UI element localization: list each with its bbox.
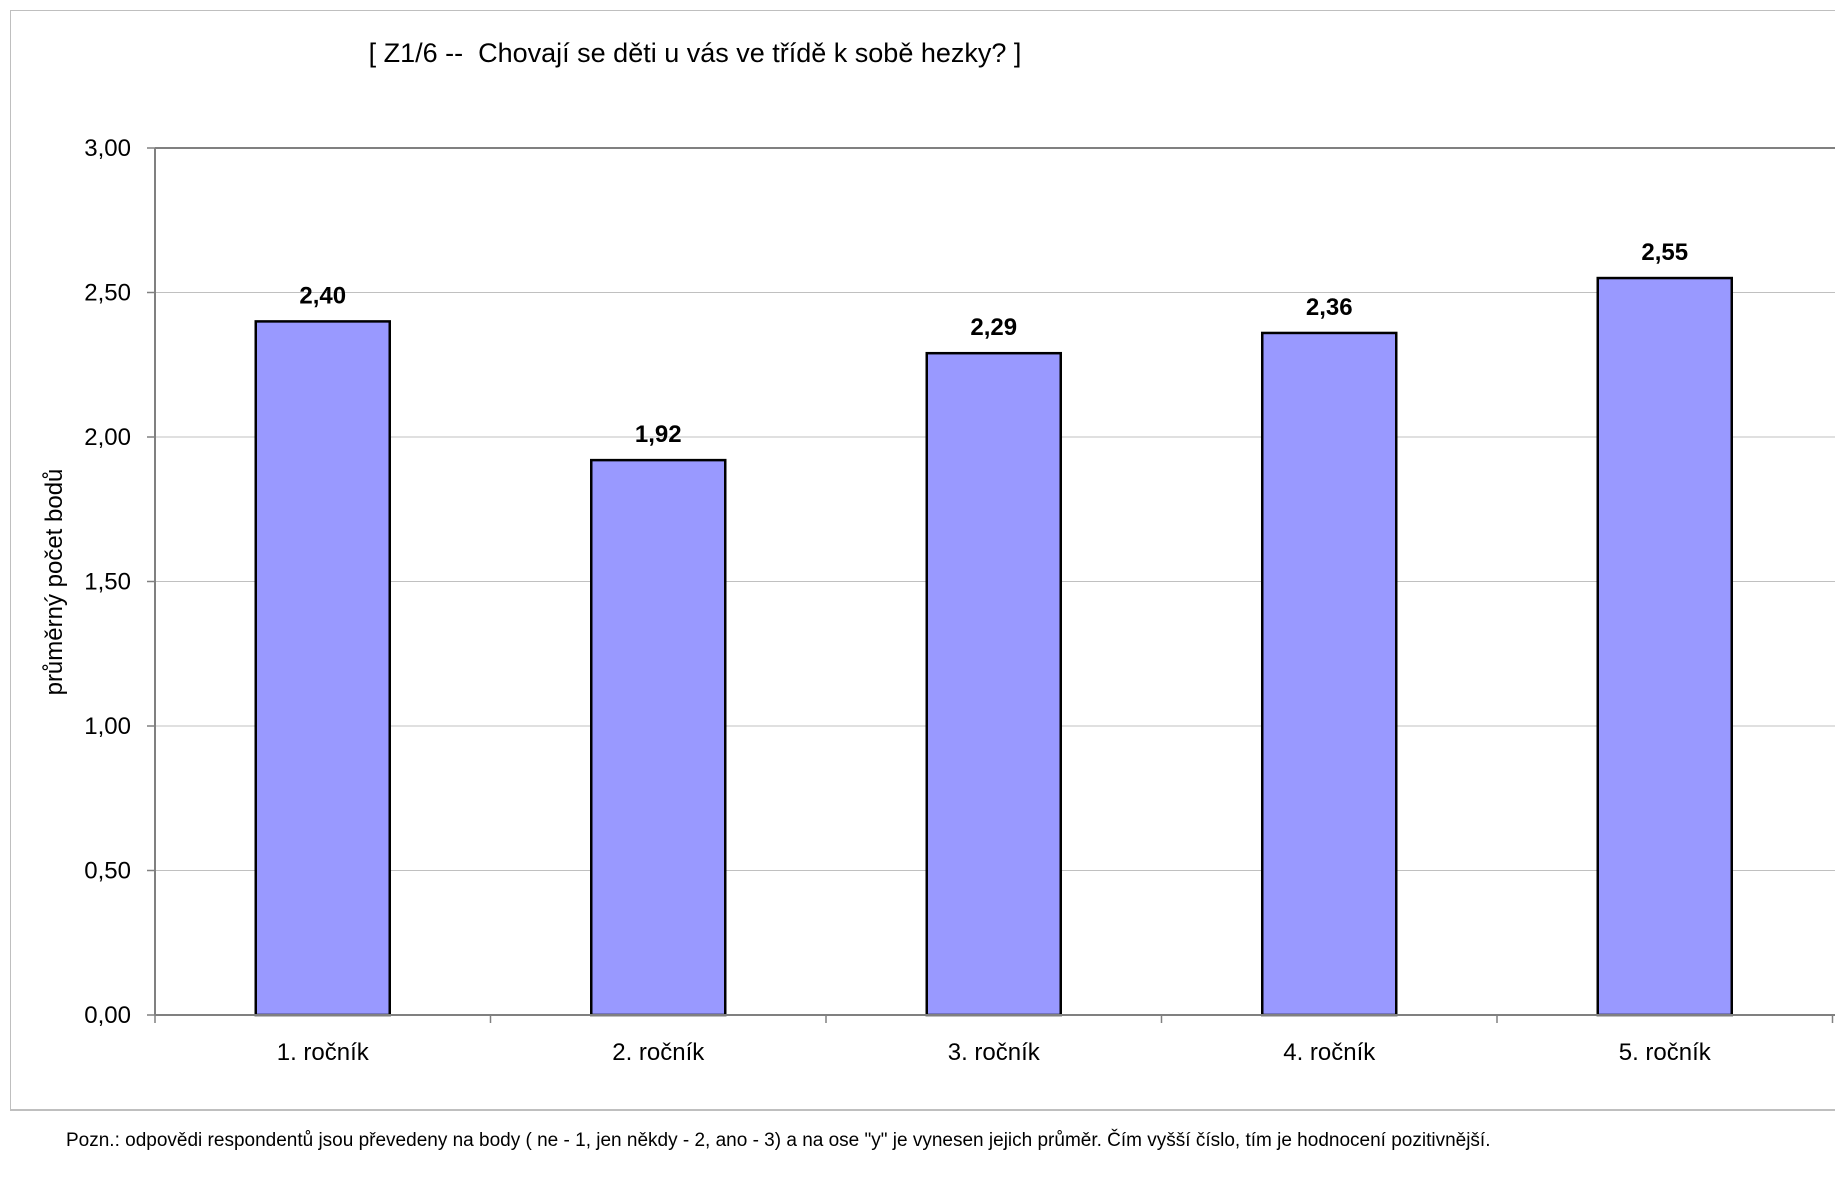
note-divider: [10, 1110, 1835, 1111]
chart-frame: [10, 10, 1835, 1110]
data-label: 2,29: [970, 314, 1017, 341]
x-category-label: 5. ročník: [1619, 1039, 1712, 1066]
x-category-label: 4. ročník: [1283, 1039, 1376, 1066]
data-label: 1,92: [635, 421, 682, 448]
y-axis-title: průměrný počet bodů: [41, 469, 68, 696]
bar-chart: 0,00 0,50 1,00 1,50 2,00 2,50 3,00 1. ročník 2.…: [41, 135, 1835, 1066]
x-category-labels: 1. ročník 2. ročník 3. ročník 4. ročník 5. r…: [277, 1039, 1712, 1066]
bar: [590, 458, 727, 1017]
y-tick-labels: 0,00 0,50 1,00 1,50 2,00 2,50 3,00: [84, 135, 131, 1029]
x-category-label: 1. ročník: [277, 1039, 370, 1066]
data-label: 2,40: [299, 282, 346, 309]
bar: [925, 351, 1062, 1017]
y-tick-label: 1,50: [84, 569, 131, 596]
data-label: 2,36: [1306, 294, 1353, 321]
y-tick-label: 0,00: [84, 1002, 131, 1029]
bars: [254, 276, 1733, 1017]
bar: [1261, 331, 1398, 1017]
bar: [254, 320, 391, 1017]
data-label: 2,55: [1641, 239, 1688, 266]
data-labels: 2,40 1,92 2,29 2,36 2,55: [299, 239, 1688, 448]
axes: [147, 147, 1835, 1023]
footnote: Pozn.: odpovědi respondentů jsou převede…: [66, 1130, 1491, 1151]
chart-title: [ Z1/6 -- Chovají se děti u vás ve třídě…: [368, 38, 1022, 68]
y-tick-label: 3,00: [84, 135, 131, 162]
x-category-label: 2. ročník: [612, 1039, 705, 1066]
y-tick-label: 2,50: [84, 280, 131, 307]
y-tick-label: 0,50: [84, 858, 131, 885]
y-tick-label: 2,00: [84, 424, 131, 451]
y-tick-label: 1,00: [84, 713, 131, 740]
bar: [1596, 276, 1733, 1017]
x-category-label: 3. ročník: [948, 1039, 1041, 1066]
